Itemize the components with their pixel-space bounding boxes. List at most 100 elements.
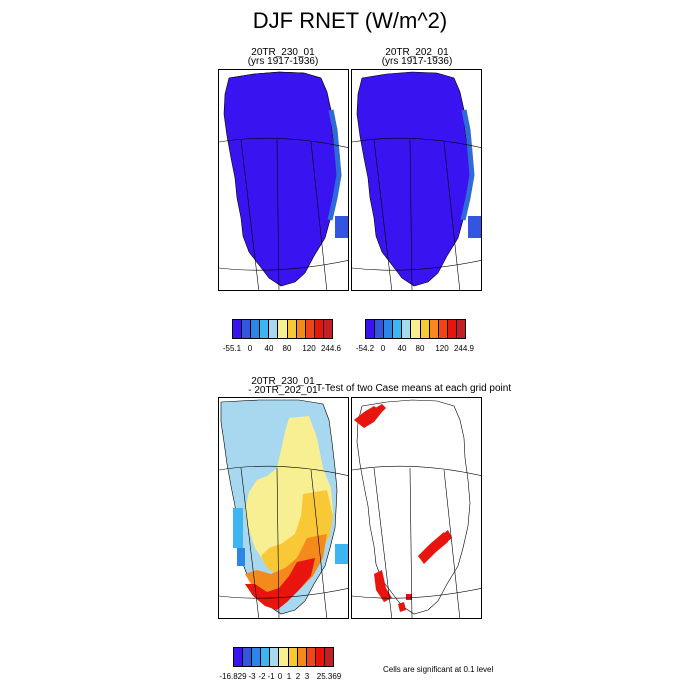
colorbar-label: -3	[248, 672, 256, 681]
map-panel-case1	[218, 69, 349, 291]
diff-field-blue-cells	[237, 548, 245, 566]
colorbar-swatch	[296, 320, 306, 338]
colorbar-swatch	[366, 320, 376, 338]
panel-title-case1-line2: (yrs 1917-1936)	[247, 56, 319, 67]
colorbar-label: 80	[415, 344, 425, 353]
colorbar-swatch	[323, 320, 333, 338]
colorbar-swatch	[305, 320, 315, 338]
latitude-line	[352, 465, 481, 476]
latitude-line-south	[352, 588, 481, 599]
panel-title-case1: 20TR_230_01 (yrs 1917-1936)	[218, 47, 348, 67]
colorbar-label: -54.2	[355, 344, 375, 353]
colorbar-swatch	[243, 648, 253, 666]
longitude-line	[310, 141, 328, 290]
map-case2-svg	[352, 71, 481, 290]
greenland-mean-field	[223, 71, 338, 287]
colorbar-swatch	[234, 648, 244, 666]
iceland-cells	[468, 216, 481, 238]
panel-title-difference: 20TR_230_01 - 20TR_202_01	[218, 376, 348, 396]
iceland-cells	[335, 216, 348, 238]
latitude-line	[219, 137, 348, 148]
longitude-line	[240, 467, 260, 618]
longitude-line	[240, 139, 260, 290]
diff-field-gold	[261, 490, 333, 574]
panel-title-case2-line2: (yrs 1917-1936)	[381, 56, 453, 67]
panel-title-diff-line1: 20TR_230_01	[251, 376, 315, 387]
colorbar-swatch	[438, 320, 448, 338]
colorbar-swatch	[429, 320, 439, 338]
colorbar-label: 0	[247, 344, 253, 353]
colorbar-label: 120	[302, 344, 316, 353]
significant-cells	[398, 602, 406, 612]
colorbar-swatch	[315, 648, 325, 666]
latitude-line-south	[352, 260, 481, 271]
map-panel-ttest	[351, 397, 482, 619]
colorbar-swatch	[260, 320, 270, 338]
significant-cells	[372, 404, 386, 416]
panel-title-diff-line2: - 20TR_202_01	[248, 385, 318, 396]
coast-edge-cells	[460, 109, 475, 221]
colorbar-swatch	[375, 320, 385, 338]
colorbar-label: 25.369	[316, 672, 342, 681]
longitude-line	[276, 139, 280, 290]
colorbar-label: -16.829	[219, 672, 247, 681]
significant-cells	[406, 594, 412, 600]
latitude-line-south	[219, 260, 348, 271]
colorbar-swatch	[384, 320, 394, 338]
longitude-line	[443, 141, 461, 290]
map-panel-case2	[351, 69, 482, 291]
map-panel-difference	[218, 397, 349, 619]
longitude-line	[443, 469, 461, 618]
colorbar-swatch	[269, 320, 279, 338]
longitude-line	[373, 467, 393, 618]
colorbar-label: -1	[267, 672, 275, 681]
panel-title-ttest: T-Test of two Case means at each grid po…	[316, 383, 512, 394]
diff-field-orange	[245, 534, 327, 600]
colorbar-swatch	[456, 320, 466, 338]
colorbar-swatch	[270, 648, 280, 666]
significant-cells	[438, 530, 452, 546]
longitude-line	[409, 467, 413, 618]
colorbar-swatch	[306, 648, 316, 666]
longitude-line	[373, 139, 393, 290]
panel-title-case2: 20TR_202_01 (yrs 1917-1936)	[352, 48, 482, 67]
colorbar-label: 3	[304, 672, 310, 681]
colorbar-swatch	[242, 320, 252, 338]
greenland-outline	[356, 399, 471, 615]
colorbar-swatch	[288, 648, 298, 666]
colorbar-label: 244.9	[453, 344, 475, 353]
colorbar-label: 1	[286, 672, 292, 681]
map-difference-svg	[219, 399, 348, 618]
colorbar-label: 0	[277, 672, 283, 681]
iceland-diff-cells	[335, 544, 348, 564]
longitude-line	[409, 139, 413, 290]
map-ttest-svg	[352, 399, 481, 618]
coastline	[228, 71, 322, 79]
latitude-line-south	[219, 588, 348, 599]
colorbar-difference	[233, 647, 334, 667]
colorbar-label: -55.1	[222, 344, 242, 353]
latitude-line	[219, 465, 348, 476]
colorbar-swatch	[411, 320, 421, 338]
colorbar-label: 0	[380, 344, 386, 353]
colorbar-swatch	[261, 648, 271, 666]
colorbar-label: 120	[435, 344, 449, 353]
longitude-line	[276, 467, 280, 618]
colorbar-swatch	[287, 320, 297, 338]
colorbar-swatch	[420, 320, 430, 338]
panel-title-case1-line1: 20TR_230_01	[251, 47, 315, 58]
colorbar-case1	[232, 319, 333, 339]
colorbar-label: 2	[295, 672, 301, 681]
colorbar-label: 40	[397, 344, 407, 353]
colorbar-swatch	[297, 648, 307, 666]
coast-edge-cells	[327, 109, 342, 221]
map-case1-svg	[219, 71, 348, 290]
colorbar-label: -2	[258, 672, 266, 681]
colorbar-label: 80	[282, 344, 292, 353]
greenland-mean-field	[356, 71, 471, 287]
colorbar-swatch	[314, 320, 324, 338]
colorbar-swatch	[279, 648, 289, 666]
colorbar-difference-labels: -16.829 -3 -2 -1 0 1 2 3 25.369	[219, 672, 341, 682]
significant-cells	[374, 570, 392, 602]
colorbar-case2	[365, 319, 466, 339]
